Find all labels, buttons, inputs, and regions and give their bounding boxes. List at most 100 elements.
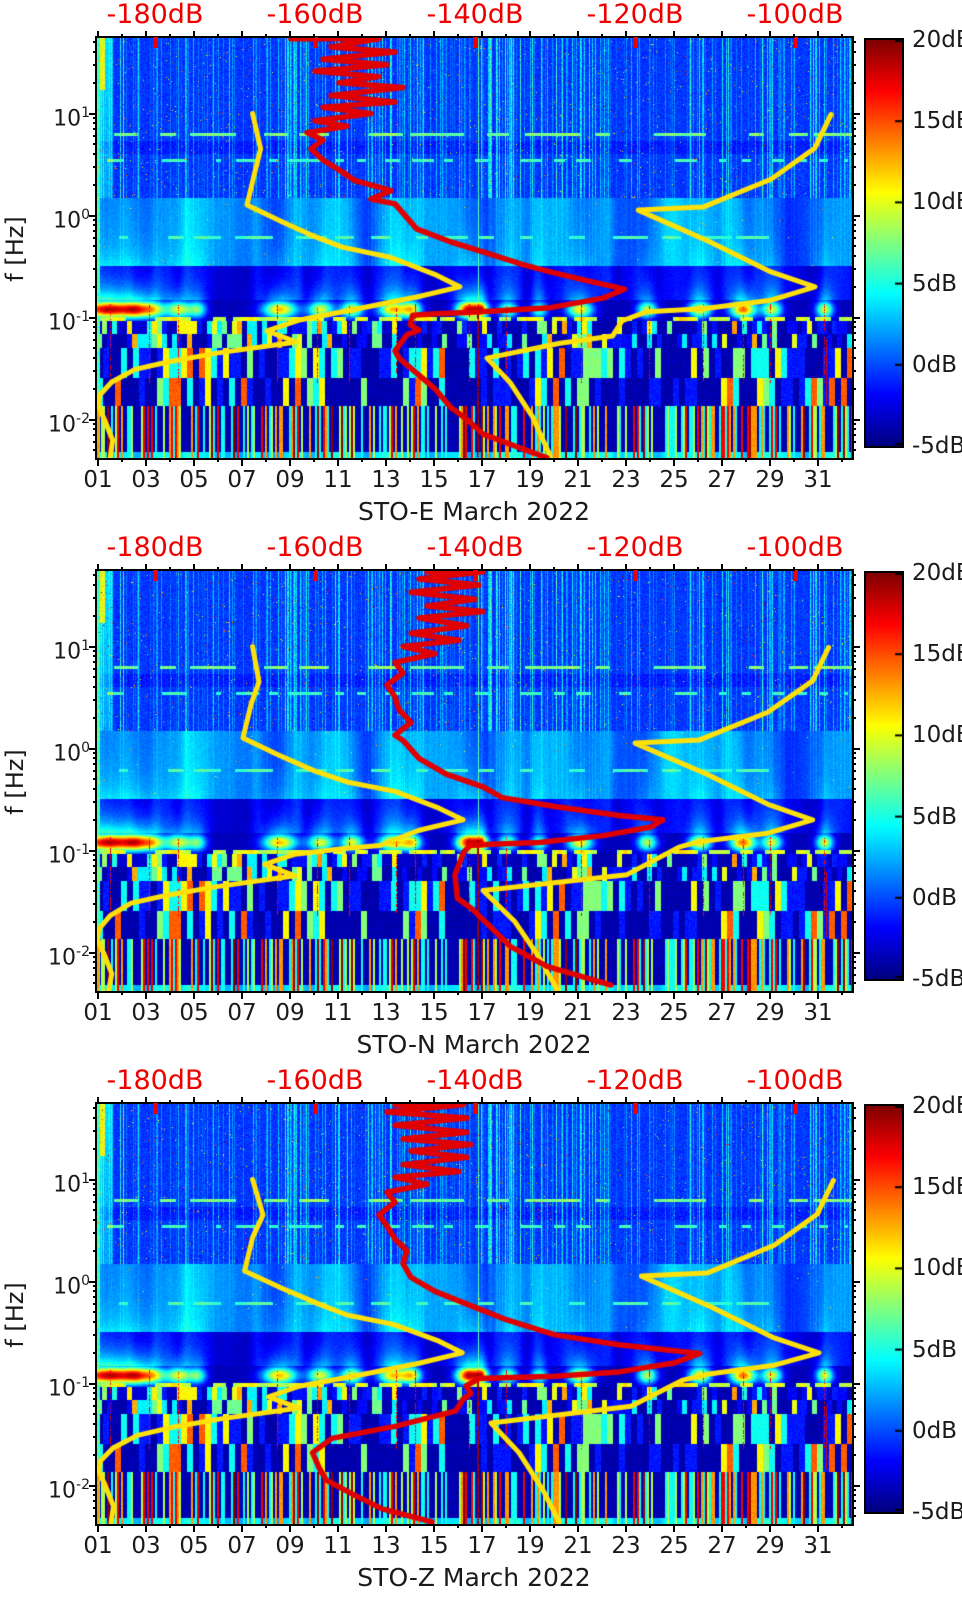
- x-tick-label: 23: [611, 467, 641, 493]
- y-axis-tick-left: [93, 1507, 97, 1510]
- y-axis-tick-left: [89, 1484, 97, 1487]
- y-axis-tick-right: [852, 1117, 856, 1120]
- top-axis-db-label: -120dB: [586, 533, 684, 563]
- colorbar-tick-label: 0dB: [912, 1417, 958, 1444]
- x-axis-tick-bottom: [121, 1524, 123, 1528]
- x-axis-tick-top: [337, 1097, 339, 1104]
- x-axis-tick-top: [577, 31, 579, 38]
- x-axis-tick-top: [553, 34, 555, 38]
- top-axis-red-tick: [793, 1103, 798, 1114]
- y-tick-label: 10-2: [48, 1476, 90, 1503]
- y-axis-tick-right: [852, 441, 856, 444]
- x-axis-tick-bottom: [601, 1524, 603, 1528]
- y-axis-tick-left: [93, 872, 97, 875]
- y-axis-tick-right: [852, 1311, 856, 1314]
- x-axis-tick-bottom: [505, 1524, 507, 1528]
- x-axis-tick-bottom: [649, 991, 651, 995]
- y-axis-tick-right: [852, 1500, 856, 1503]
- top-axis-red-tick: [633, 570, 638, 581]
- y-axis-tick-right: [852, 956, 856, 959]
- y-axis-tick-left: [93, 332, 97, 335]
- x-axis-tick-top: [745, 567, 747, 571]
- y-axis-tick-left: [93, 255, 97, 258]
- y-axis-tick-left: [93, 128, 97, 131]
- x-axis-tick-bottom: [673, 1524, 675, 1532]
- y-axis-tick-right: [852, 135, 856, 138]
- y-axis-tick-right: [852, 1489, 856, 1492]
- x-axis-tick-top: [697, 1100, 699, 1104]
- y-axis-tick-right: [852, 112, 860, 115]
- x-axis-tick-bottom: [457, 458, 459, 462]
- y-axis-tick-left: [93, 51, 97, 54]
- y-tick-exponent: -2: [76, 943, 90, 960]
- y-axis-tick-left: [93, 1515, 97, 1518]
- colorbar-tick-label: 20dB: [912, 1093, 962, 1119]
- x-axis-tick-top: [625, 31, 627, 38]
- x-axis-tick-bottom: [433, 458, 435, 466]
- x-axis-tick-top: [457, 1100, 459, 1104]
- colorbar-tick-label: -5dB: [912, 1499, 962, 1525]
- y-axis-tick-right: [852, 237, 856, 240]
- y-axis-tick-left: [93, 1351, 97, 1354]
- y-axis-tick-left: [93, 770, 97, 773]
- y-axis-tick-right: [852, 1107, 856, 1110]
- y-axis-tick-left: [93, 224, 97, 227]
- y-axis-tick-right: [852, 321, 856, 324]
- x-axis-tick-top: [169, 1100, 171, 1104]
- y-axis-tick-right: [852, 1219, 856, 1222]
- y-axis-tick-left: [89, 849, 97, 852]
- x-axis-tick-top: [817, 1097, 819, 1104]
- x-tick-label: 01: [83, 1000, 113, 1026]
- y-axis-tick-right: [852, 143, 856, 146]
- y-tick-exponent: 1: [81, 104, 90, 121]
- y-axis-tick-left: [93, 1117, 97, 1120]
- x-tick-label: 01: [83, 1533, 113, 1559]
- y-axis-tick-left: [93, 1500, 97, 1503]
- y-axis-tick-left: [93, 800, 97, 803]
- y-axis-tick-left: [93, 757, 97, 760]
- x-axis-tick-top: [721, 31, 723, 38]
- y-axis-tick-left: [93, 369, 97, 372]
- x-axis-tick-bottom: [313, 991, 315, 995]
- colorbar-gradient: [866, 1106, 902, 1512]
- x-axis-tick-bottom: [457, 1524, 459, 1528]
- y-tick-label: 10-1: [48, 841, 90, 868]
- y-axis-tick-left: [93, 267, 97, 270]
- x-axis-tick-bottom: [649, 1524, 651, 1528]
- x-axis-tick-bottom: [505, 991, 507, 995]
- top-axis-red-tick: [153, 570, 158, 581]
- y-axis-tick-left: [93, 1296, 97, 1299]
- x-axis-tick-bottom: [697, 1524, 699, 1528]
- x-axis-tick-top: [577, 1097, 579, 1104]
- top-axis-red-tick: [153, 37, 158, 48]
- top-axis-db-label: -160dB: [266, 0, 364, 30]
- x-axis-tick-bottom: [625, 458, 627, 466]
- panel-title: STO-N March 2022: [356, 1030, 592, 1059]
- x-axis-tick-bottom: [745, 991, 747, 995]
- x-axis-tick-bottom: [529, 458, 531, 466]
- x-axis-tick-bottom: [337, 1524, 339, 1532]
- y-tick-label: 101: [53, 104, 90, 131]
- y-axis-tick-right: [852, 698, 856, 701]
- y-axis-tick-right: [852, 584, 856, 587]
- x-axis-tick-bottom: [97, 1524, 99, 1532]
- y-axis-tick-left: [93, 961, 97, 964]
- y-axis-tick-right: [852, 1484, 860, 1487]
- y-axis-tick-left: [93, 890, 97, 893]
- y-axis-tick-left: [89, 214, 97, 217]
- x-axis-tick-top: [769, 564, 771, 571]
- y-axis-label: f [Hz]: [1, 749, 29, 815]
- x-axis-tick-top: [241, 1097, 243, 1104]
- y-axis-tick-left: [93, 859, 97, 862]
- y-axis-tick-left: [93, 778, 97, 781]
- y-axis-tick-left: [93, 1183, 97, 1186]
- x-axis-tick-top: [625, 564, 627, 571]
- x-axis-tick-bottom: [625, 1524, 627, 1532]
- y-axis-tick-right: [852, 1494, 856, 1497]
- x-tick-label: 05: [179, 1533, 209, 1559]
- x-axis-tick-bottom: [721, 458, 723, 466]
- y-axis-tick-left: [93, 584, 97, 587]
- y-axis-tick-right: [852, 902, 856, 905]
- x-tick-label: 07: [227, 1533, 257, 1559]
